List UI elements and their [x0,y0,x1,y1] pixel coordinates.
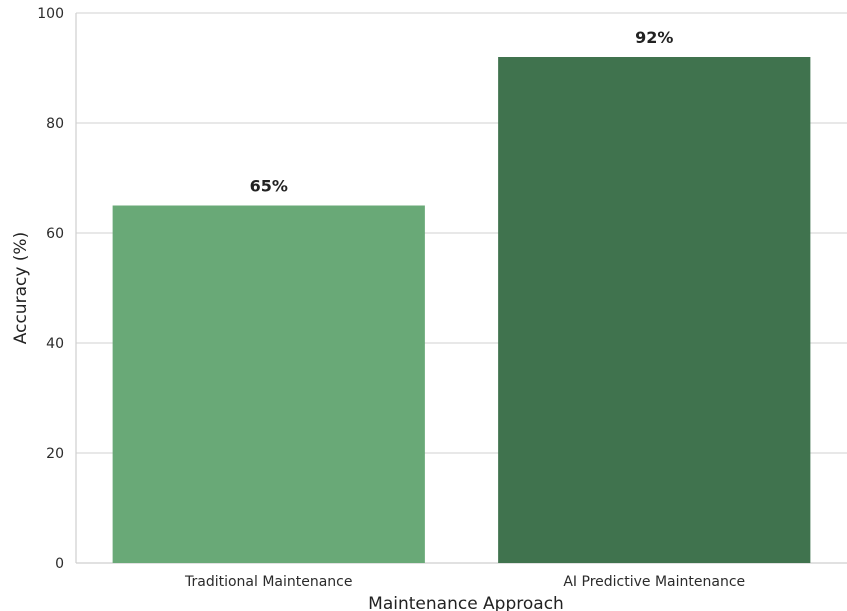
bar [498,57,811,563]
y-tick-label: 80 [46,116,64,132]
x-axis-title: Maintenance Approach [368,594,564,611]
y-tick-label: 20 [46,446,64,462]
y-tick-label: 40 [46,336,64,352]
data-label: 92% [635,28,673,47]
y-axis-ticks: 0 20 40 60 80 100 [37,6,64,572]
y-tick-label: 60 [46,226,64,242]
x-axis-ticks: Traditional Maintenance AI Predictive Mai… [184,574,745,590]
bar [112,205,425,563]
x-tick-label: Traditional Maintenance [184,574,353,590]
data-labels: 65% 92% [250,28,674,196]
y-axis-title: Accuracy (%) [11,232,31,344]
x-tick-label: AI Predictive Maintenance [563,574,745,590]
y-tick-label: 0 [55,556,64,572]
data-label: 65% [250,177,288,196]
y-tick-label: 100 [37,6,64,22]
bars [112,57,811,563]
